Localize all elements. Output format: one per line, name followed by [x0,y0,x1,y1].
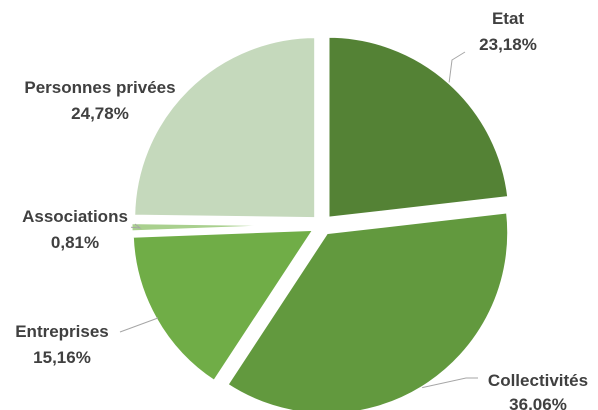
label-collectivites-name: Collectivités [488,371,588,390]
pie-slices [129,34,511,410]
leader-line-entreprises [119,317,159,333]
label-personnes-privees-name: Personnes privées [24,78,175,97]
leader-line-collectivites [422,377,478,389]
label-personnes-privees-value: 24,78% [71,104,129,123]
pie-slice-collectivites [225,210,511,410]
leader-lines [119,51,478,389]
pie-slice-etat [326,34,511,220]
leader-line-etat [448,51,466,83]
label-etat-value: 23,18% [479,35,537,54]
label-entreprises-value: 15,16% [33,348,91,367]
label-entreprises-name: Entreprises [15,322,109,341]
pie-slice-personnes-privees [132,35,318,221]
label-etat-name: Etat [492,9,524,28]
label-associations-value: 0,81% [51,233,99,252]
leader-line-associations [130,223,142,229]
label-associations-name: Associations [22,207,128,226]
label-collectivites-value: 36,06% [509,395,567,410]
